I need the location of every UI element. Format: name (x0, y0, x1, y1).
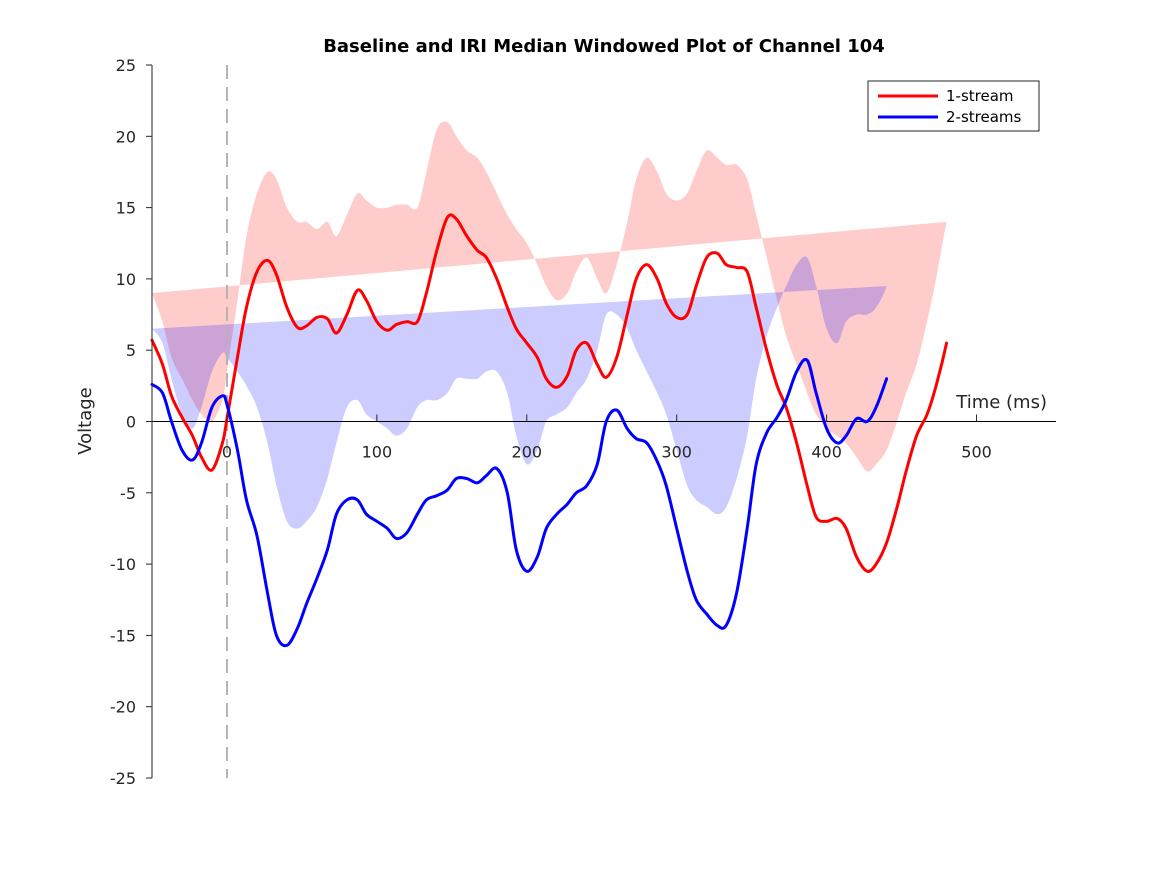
y-tick-label: -20 (110, 698, 136, 717)
y-tick-label: -15 (110, 626, 136, 645)
y-axis-ticks: 25 20 15 10 5 0 -5 -10 -15 -20 -25 (110, 56, 152, 788)
line-1-stream (150, 213, 949, 573)
line-2-streams (150, 357, 889, 648)
legend: 1-stream 2-streams (867, 80, 1040, 132)
chart-title: Baseline and IRI Median Windowed Plot of… (323, 36, 885, 57)
band-2-streams (152, 256, 887, 529)
x-axis-ticks: 0 100 200 300 400 500 (222, 414, 992, 462)
x-tick-label: 100 (362, 443, 393, 462)
confidence-bands (152, 121, 947, 529)
y-tick-label: -10 (110, 555, 136, 574)
legend-label-2-streams: 2-streams (946, 108, 1022, 126)
x-tick-label: 300 (661, 443, 692, 462)
y-tick-label: 15 (116, 199, 136, 218)
x-tick-label: 200 (512, 443, 543, 462)
y-tick-label: 10 (116, 270, 136, 289)
y-tick-label: 20 (116, 127, 136, 146)
x-tick-label: 400 (811, 443, 842, 462)
series-lines (150, 213, 949, 648)
y-tick-label: 0 (126, 413, 136, 432)
y-tick-label: 25 (116, 56, 136, 75)
x-tick-label: 500 (961, 443, 992, 462)
y-tick-label: 5 (126, 341, 136, 360)
y-tick-label: -5 (120, 484, 136, 503)
y-axis-title: Voltage (75, 387, 96, 455)
y-tick-label: -25 (110, 769, 136, 788)
legend-label-1-stream: 1-stream (946, 87, 1014, 105)
x-axis-title: Time (ms) (955, 392, 1047, 413)
band-1-stream (152, 121, 947, 472)
x-tick-label: 0 (222, 443, 232, 462)
legend-box (867, 80, 1040, 132)
